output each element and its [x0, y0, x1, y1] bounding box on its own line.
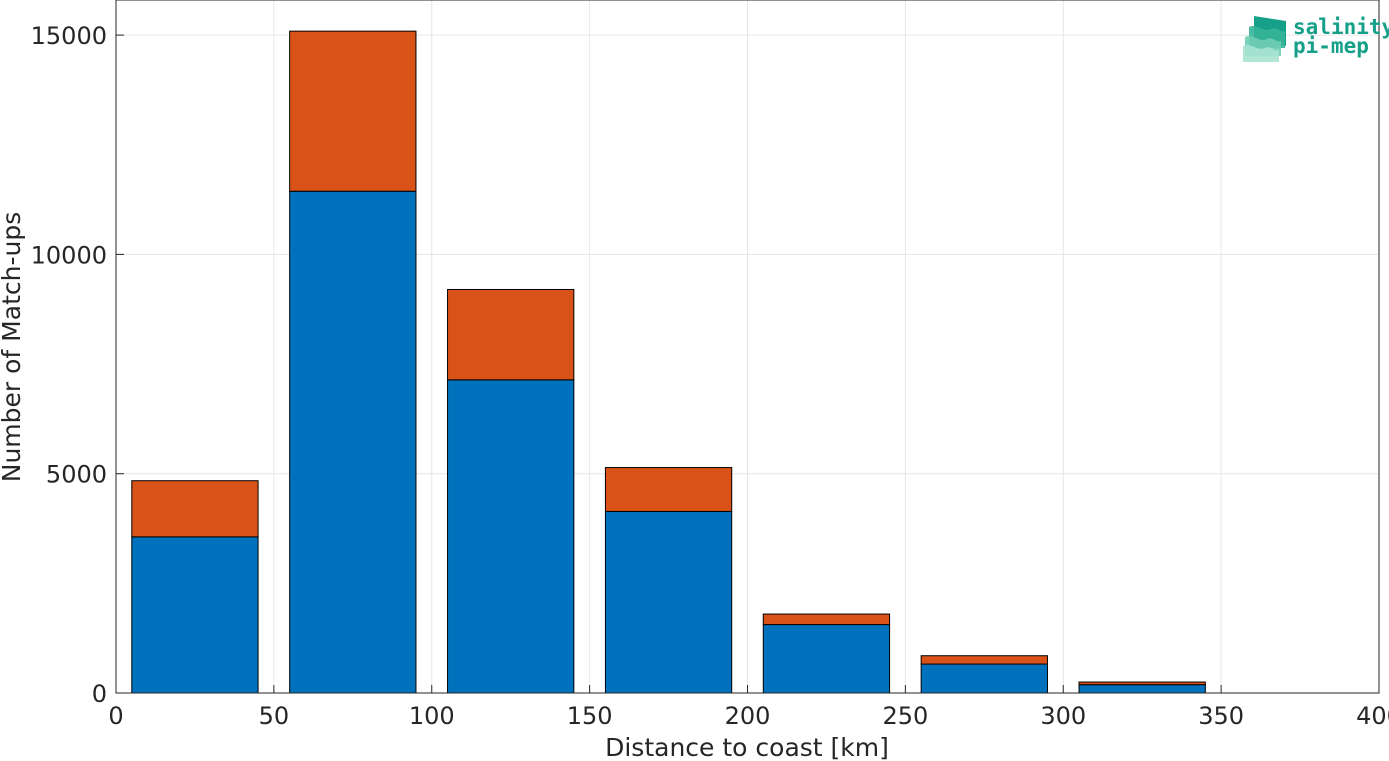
bar-segment-series-2-bin-2	[289, 30, 417, 192]
salinity-pi-mep-logo: salinity pi-mep	[1243, 15, 1389, 62]
y-axis-label: Number of Match-ups	[0, 212, 26, 482]
y-tick-label: 15000	[31, 22, 107, 50]
y-tick-label: 5000	[46, 461, 107, 489]
x-tick-label: 50	[259, 702, 290, 730]
bars	[131, 30, 1206, 694]
bar-segment-series-2-bin-5	[762, 613, 891, 626]
y-tick-label: 0	[92, 680, 107, 708]
bar-segment-series-1-bin-4	[604, 510, 733, 694]
x-tick-label: 350	[1198, 702, 1244, 730]
x-axis-label: Distance to coast [km]	[605, 733, 889, 761]
bar-segment-series-1-bin-7	[1078, 684, 1206, 694]
bar-segment-series-1-bin-3	[447, 379, 575, 694]
bar-segment-series-1-bin-6	[920, 663, 1048, 694]
bar-segment-series-2-bin-4	[604, 467, 733, 512]
x-tick-label: 200	[725, 702, 771, 730]
x-tick-label: 0	[108, 702, 123, 730]
axis-ticks: 0 50 100 150 200 250 300 350 400 0 5000 10000 15000	[31, 22, 1389, 730]
bar-segment-series-2-bin-1	[131, 480, 259, 538]
x-tick-label: 100	[409, 702, 455, 730]
x-tick-label: 150	[567, 702, 613, 730]
waves-icon	[1243, 16, 1286, 62]
bar-segment-series-1-bin-1	[131, 536, 259, 694]
bar-segment-series-2-bin-3	[447, 288, 575, 381]
x-tick-label: 250	[882, 702, 928, 730]
logo-line-salinity: salinity	[1293, 15, 1389, 39]
x-tick-label: 400	[1356, 702, 1389, 730]
bar-segment-series-2-bin-7	[1078, 681, 1206, 686]
bar-segment-series-2-bin-6	[920, 655, 1048, 665]
logo-line-pi-mep: pi-mep	[1293, 34, 1369, 58]
bar-segment-series-1-bin-5	[762, 624, 891, 694]
y-tick-label: 10000	[31, 241, 107, 269]
bar-segment-series-1-bin-2	[289, 190, 417, 694]
x-tick-label: 300	[1040, 702, 1086, 730]
